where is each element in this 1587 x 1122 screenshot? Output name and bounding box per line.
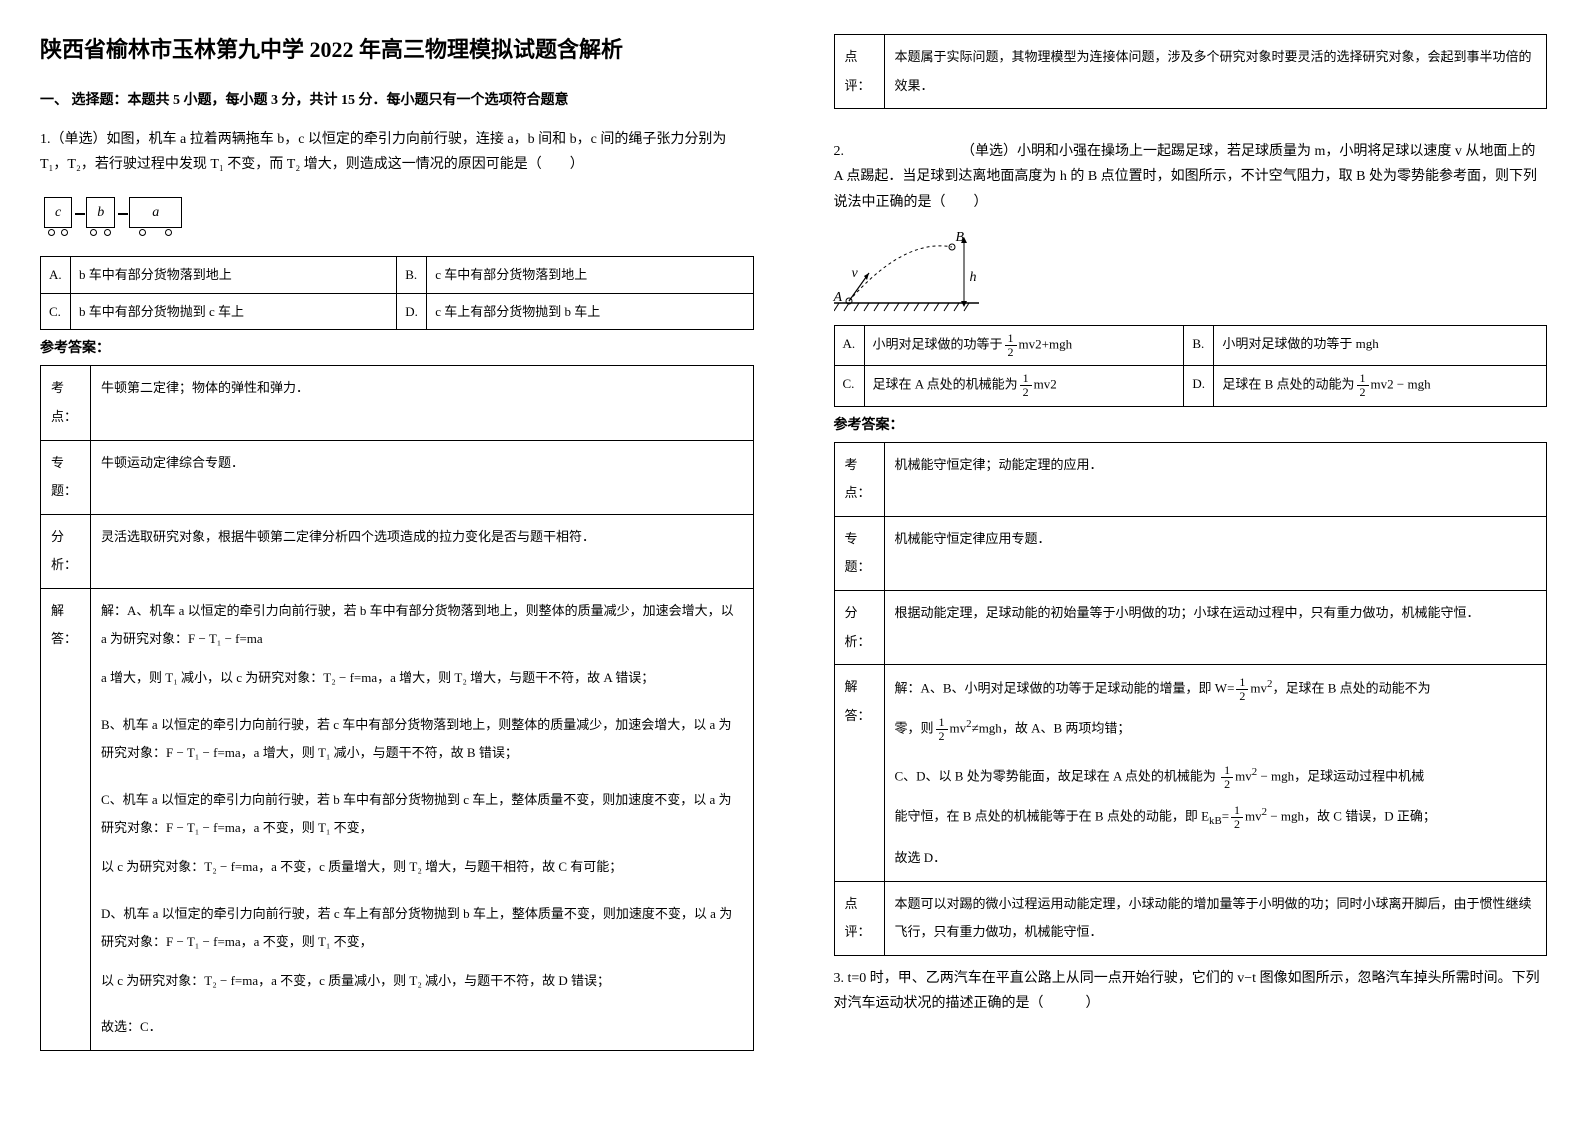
q2-analysis: 考点： 机械能守恒定律；动能定理的应用． 专题： 机械能守恒定律应用专题． 分析… (834, 442, 1548, 956)
page-title: 陕西省榆林市玉林第九中学 2022 年高三物理模拟试题含解析 (40, 30, 754, 70)
q2-opt-C-label: C. (834, 366, 864, 406)
q2-jieda: 解：A、B、小明对足球做的功等于足球动能的增量，即 W=12mv2，足球在 B … (884, 665, 1547, 881)
q2-dianping: 本题可以对踢的微小过程运用动能定理，小球动能的增加量等于小明做的功；同时小球离开… (884, 881, 1547, 955)
opt-B: c 车中有部分货物落到地上 (427, 257, 753, 293)
q1-options: A. b 车中有部分货物落到地上 B. c 车中有部分货物落到地上 C. b 车… (40, 256, 754, 330)
q2-fenxi: 根据动能定理，足球动能的初始量等于小明做的功；小球在运动过程中，只有重力做功，机… (884, 591, 1547, 665)
q2-fenxi-label: 分析： (834, 591, 884, 665)
q2-diagram: B v h A (834, 223, 994, 313)
fenxi-text: 灵活选取研究对象，根据牛顿第二定律分析四个选项造成的拉力变化是否与题干相符． (91, 514, 754, 588)
q2-jieda-label: 解答： (834, 665, 884, 881)
q2-opt-D-label: D. (1184, 366, 1214, 406)
q2-kaodian: 机械能守恒定律；动能定理的应用． (884, 442, 1547, 516)
q2-opt-A: 小明对足球做的功等于12mv2+mgh (864, 325, 1184, 365)
car-c: c (44, 197, 72, 228)
opt-A-label: A. (41, 257, 71, 293)
zhuanti-label: 专题： (41, 440, 91, 514)
q1-dianping-table: 点评： 本题属于实际问题，其物理模型为连接体问题，涉及多个研究对象时要灵活的选择… (834, 34, 1548, 109)
opt-C-label: C. (41, 293, 71, 329)
q2-opt-B: 小明对足球做的功等于 mgh (1214, 325, 1547, 365)
kaodian-label: 考点： (41, 366, 91, 440)
opt-B-label: B. (397, 257, 427, 293)
fenxi-label: 分析： (41, 514, 91, 588)
q2-opt-D: 足球在 B 点处的动能为12mv2 − mgh (1214, 366, 1547, 406)
car-b: b (86, 197, 115, 228)
q1-stem: 1.（单选）如图，机车 a 拉着两辆拖车 b，c 以恒定的牵引力向前行驶，连接 … (40, 127, 754, 177)
car-a: a (129, 197, 182, 228)
q1-analysis: 考点： 牛顿第二定律；物体的弹性和弹力． 专题： 牛顿运动定律综合专题． 分析：… (40, 365, 754, 1051)
q1-answer-label: 参考答案： (40, 336, 754, 361)
section-heading: 一、 选择题：本题共 5 小题，每小题 3 分，共计 15 分．每小题只有一个选… (40, 88, 754, 113)
label-A: A (834, 285, 843, 310)
q2-zhuanti-label: 专题： (834, 516, 884, 590)
opt-D-label: D. (397, 293, 427, 329)
opt-C: b 车中有部分货物抛到 c 车上 (71, 293, 397, 329)
q2-opt-C: 足球在 A 点处的机械能为12mv2 (864, 366, 1184, 406)
dianping-text: 本题属于实际问题，其物理模型为连接体问题，涉及多个研究对象时要灵活的选择研究对象… (884, 35, 1547, 109)
jieda-label: 解答： (41, 588, 91, 1050)
label-h: h (970, 265, 977, 290)
kaodian-text: 牛顿第二定律；物体的弹性和弹力． (91, 366, 754, 440)
q2-options: A. 小明对足球做的功等于12mv2+mgh B. 小明对足球做的功等于 mgh… (834, 325, 1548, 407)
label-v: v (852, 261, 858, 286)
q2-zhuanti: 机械能守恒定律应用专题． (884, 516, 1547, 590)
q2-opt-B-label: B. (1184, 325, 1214, 365)
dianping-label: 点评： (834, 35, 884, 109)
q2-opt-A-label: A. (834, 325, 864, 365)
zhuanti-text: 牛顿运动定律综合专题． (91, 440, 754, 514)
opt-D: c 车上有部分货物抛到 b 车上 (427, 293, 753, 329)
q1-diagram: c b a (40, 193, 200, 232)
q2-answer-label: 参考答案： (834, 413, 1548, 438)
q2-kaodian-label: 考点： (834, 442, 884, 516)
q3-stem: 3. t=0 时，甲、乙两汽车在平直公路上从同一点开始行驶，它们的 v−t 图像… (834, 966, 1548, 1016)
jieda-text: 解：A、机车 a 以恒定的牵引力向前行驶，若 b 车中有部分货物落到地上，则整体… (91, 588, 754, 1050)
opt-A: b 车中有部分货物落到地上 (71, 257, 397, 293)
label-B: B (956, 225, 965, 250)
q2-dianping-label: 点评： (834, 881, 884, 955)
q2-stem: 2. （单选）小明和小强在操场上一起踢足球，若足球质量为 m，小明将足球以速度 … (834, 139, 1548, 215)
